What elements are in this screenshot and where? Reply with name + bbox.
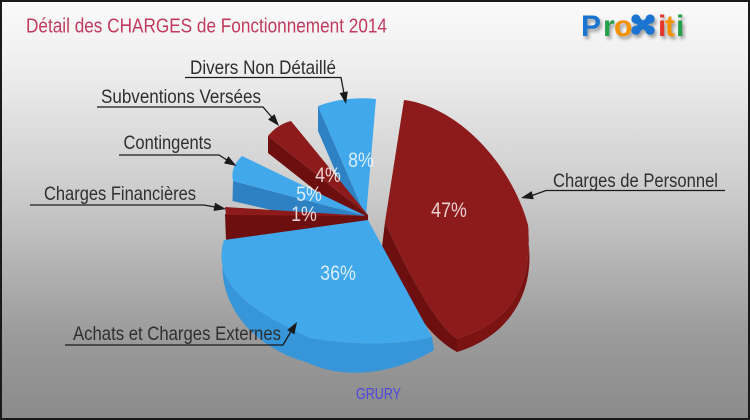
svg-text:P: P: [581, 10, 601, 43]
svg-text:Subventions Versées: Subventions Versées: [101, 86, 261, 108]
svg-text:Contingents: Contingents: [124, 132, 212, 154]
svg-text:36%: 36%: [320, 262, 356, 286]
svg-text:47%: 47%: [431, 199, 467, 223]
svg-text:Charges de Personnel: Charges de Personnel: [553, 170, 718, 192]
svg-text:Divers Non Détaillé: Divers Non Détaillé: [190, 57, 336, 79]
svg-text:1%: 1%: [291, 203, 317, 227]
svg-text:i: i: [676, 10, 684, 43]
svg-text:o: o: [614, 10, 632, 43]
svg-text:8%: 8%: [348, 149, 374, 173]
svg-text:Charges Financières: Charges Financières: [44, 183, 196, 205]
svg-text:GRURY: GRURY: [356, 386, 401, 403]
svg-text:Détail des CHARGES de Fonction: Détail des CHARGES de Fonctionnement 201…: [26, 16, 387, 38]
svg-text:i: i: [658, 10, 666, 43]
svg-text:r: r: [603, 10, 615, 43]
svg-text:Achats et Charges Externes: Achats et Charges Externes: [73, 323, 281, 345]
svg-text:5%: 5%: [296, 183, 322, 207]
svg-text:t: t: [665, 10, 675, 43]
svg-text:4%: 4%: [315, 164, 341, 188]
